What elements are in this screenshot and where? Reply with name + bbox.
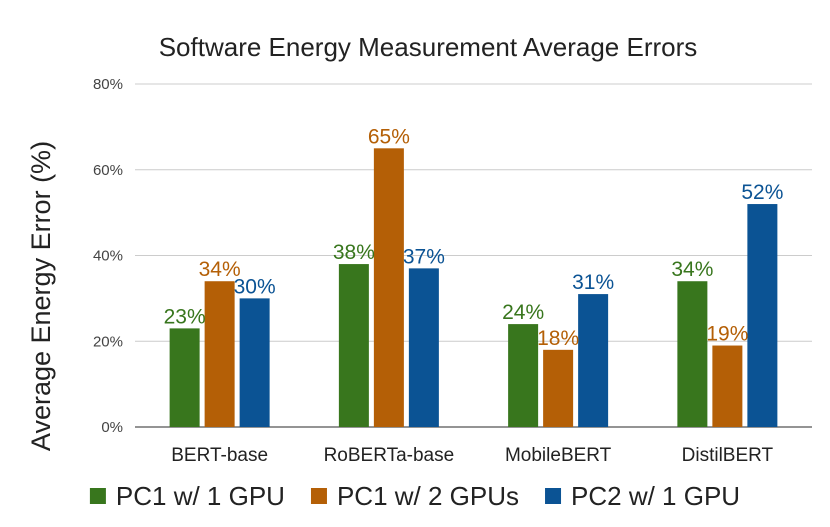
- y-tick-label: 40%: [93, 248, 123, 265]
- data-label: 65%: [368, 125, 410, 148]
- legend: PC1 w/ 1 GPU PC1 w/ 2 GPUs PC2 w/ 1 GPU: [89, 481, 740, 511]
- bar-roberta-base-series-3: [408, 268, 439, 427]
- data-label: 19%: [706, 323, 748, 346]
- bars: [169, 148, 778, 427]
- x-tick-label: RoBERTa-base: [324, 445, 455, 466]
- data-label: 38%: [333, 241, 375, 264]
- legend-swatch: [545, 488, 562, 504]
- legend-label: PC1 w/ 1 GPU: [116, 481, 285, 511]
- legend-item: PC2 w/ 1 GPU: [545, 481, 740, 511]
- legend-label: PC1 w/ 2 GPUs: [337, 481, 519, 511]
- legend-label: PC2 w/ 1 GPU: [571, 481, 740, 511]
- bar-distilbert-series-2: [712, 345, 743, 427]
- x-axis-ticks: BERT-base RoBERTa-base MobileBERT DistilBER…: [171, 445, 773, 466]
- y-axis-ticks: 0% 20% 40% 60% 80%: [93, 76, 123, 436]
- y-tick-label: 80%: [93, 76, 123, 93]
- legend-swatch: [89, 488, 106, 504]
- bar-mobilebert-series-2: [543, 349, 574, 427]
- data-label: 37%: [403, 245, 445, 268]
- data-label: 23%: [164, 305, 206, 328]
- chart-title: Software Energy Measurement Average Erro…: [159, 32, 698, 62]
- y-tick-label: 20%: [93, 333, 123, 350]
- bar-mobilebert-series-1: [508, 324, 539, 427]
- bar-distilbert-series-3: [747, 204, 778, 427]
- bar-bert-base-series-1: [169, 328, 200, 427]
- bar-bert-base-series-2: [204, 281, 235, 427]
- data-label: 24%: [502, 301, 544, 324]
- bar-roberta-base-series-1: [338, 264, 369, 427]
- bar-mobilebert-series-3: [578, 294, 609, 427]
- legend-swatch: [310, 488, 327, 504]
- y-tick-label: 60%: [93, 162, 123, 179]
- gridlines: [135, 83, 812, 428]
- bar-bert-base-series-3: [239, 298, 270, 427]
- y-axis-label: Average Energy Error (%): [26, 141, 56, 451]
- data-label: 31%: [572, 271, 614, 294]
- x-tick-label: MobileBERT: [505, 445, 612, 466]
- data-label: 18%: [537, 327, 579, 350]
- x-tick-label: BERT-base: [171, 445, 268, 466]
- legend-item: PC1 w/ 1 GPU: [89, 481, 285, 511]
- legend-item: PC1 w/ 2 GPUs: [310, 481, 519, 511]
- bar-roberta-base-series-2: [373, 148, 404, 427]
- data-label: 34%: [671, 258, 713, 281]
- x-tick-label: DistilBERT: [682, 445, 774, 466]
- data-label: 52%: [741, 181, 783, 204]
- data-label: 34%: [199, 258, 241, 281]
- data-label: 30%: [234, 275, 276, 298]
- bar-distilbert-series-1: [677, 281, 708, 427]
- data-labels: 23%34%30%38%65%37%24%18%31%34%19%52%: [164, 125, 784, 350]
- y-tick-label: 0%: [101, 419, 123, 436]
